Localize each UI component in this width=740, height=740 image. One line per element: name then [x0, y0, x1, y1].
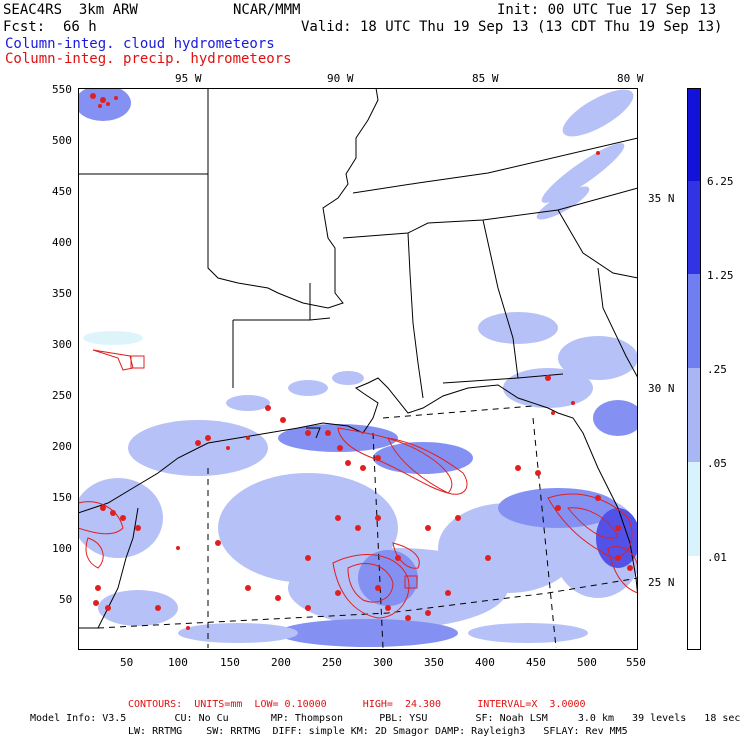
contour-info: CONTOURS: UNITS=mm LOW= 0.10000 HIGH= 24… [128, 699, 586, 710]
colorbar-label: .05 [707, 457, 727, 470]
x-tick: 450 [526, 656, 546, 669]
precip-contours [78, 349, 638, 619]
x-tick: 300 [373, 656, 393, 669]
map-frame [78, 88, 638, 650]
lon-label-90w: 90 W [327, 72, 354, 85]
forecast-map [78, 88, 638, 650]
colorbar [687, 88, 701, 650]
model-title: SEAC4RS 3km ARW [3, 2, 138, 18]
colorbar-label: .25 [707, 363, 727, 376]
colorbar-band [687, 462, 701, 556]
x-tick: 550 [626, 656, 646, 669]
x-tick: 150 [220, 656, 240, 669]
x-tick: 400 [475, 656, 495, 669]
colorbar-band [687, 368, 701, 462]
model-info-line1: Model Info: V3.5 CU: No Cu MP: Thompson … [30, 713, 740, 724]
state-boundaries [78, 88, 638, 399]
colorbar-band [687, 274, 701, 368]
forecast-label: Fcst: [3, 19, 46, 35]
field-precip-label: Column-integ. precip. hydrometeors [5, 51, 292, 67]
colorbar-label: .01 [707, 551, 727, 564]
colorbar-label: 1.25 [707, 269, 734, 282]
colorbar-band [687, 88, 701, 181]
valid-time: Valid: 18 UTC Thu 19 Sep 13 (13 CDT Thu … [301, 19, 723, 35]
domain-grid [97, 405, 638, 649]
x-tick: 250 [322, 656, 342, 669]
x-tick: 50 [120, 656, 134, 669]
y-tick: 300 [52, 338, 72, 351]
lon-label-85w: 85 W [472, 72, 499, 85]
colorbar-label: 6.25 [707, 175, 734, 188]
x-tick: 500 [577, 656, 597, 669]
init-time: Init: 00 UTC Tue 17 Sep 13 [497, 2, 717, 18]
lat-label-25n: 25 N [648, 576, 675, 589]
y-tick: 50 [59, 593, 73, 606]
y-tick: 350 [52, 287, 72, 300]
y-tick: 450 [52, 185, 72, 198]
y-tick: 250 [52, 389, 72, 402]
x-tick: 100 [168, 656, 188, 669]
forecast-hour: 66 h [63, 19, 97, 35]
y-tick: 550 [52, 83, 72, 96]
lat-label-30n: 30 N [648, 382, 675, 395]
y-tick: 500 [52, 134, 72, 147]
colorbar-band [687, 556, 701, 650]
lon-label-80w: 80 W [617, 72, 644, 85]
x-tick: 200 [271, 656, 291, 669]
lat-label-35n: 35 N [648, 192, 675, 205]
model-info-line2: LW: RRTMG SW: RRTMG DIFF: simple KM: 2D … [128, 726, 628, 737]
y-tick: 100 [52, 542, 72, 555]
y-tick: 200 [52, 440, 72, 453]
x-tick: 350 [424, 656, 444, 669]
y-tick: 400 [52, 236, 72, 249]
colorbar-band [687, 181, 701, 274]
lon-label-95w: 95 W [175, 72, 202, 85]
organization-label: NCAR/MMM [233, 2, 301, 18]
y-tick: 150 [52, 491, 72, 504]
station-markers [130, 355, 418, 589]
field-cloud-label: Column-integ. cloud hydrometeors [5, 36, 275, 52]
